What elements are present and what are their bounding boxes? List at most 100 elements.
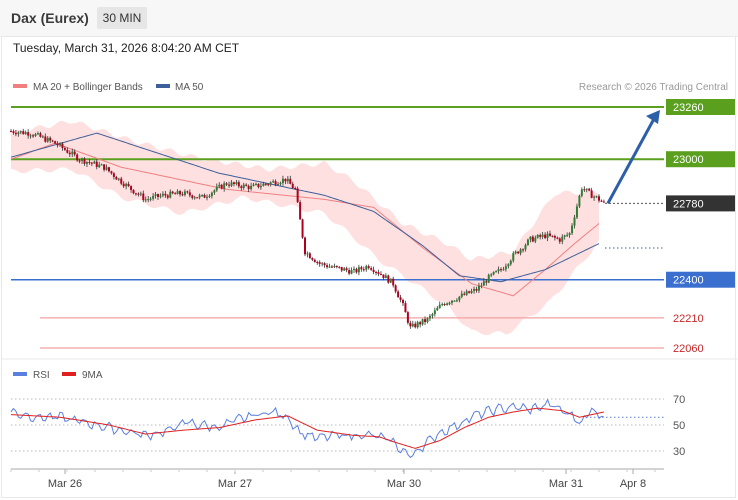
candle-body bbox=[277, 184, 280, 186]
candle-body bbox=[115, 176, 118, 180]
candle-body bbox=[436, 308, 439, 311]
candle bbox=[473, 286, 476, 294]
candle-body bbox=[93, 161, 96, 164]
candle bbox=[377, 269, 380, 277]
candle-body bbox=[225, 183, 228, 185]
candle-body bbox=[365, 266, 368, 270]
candle-body bbox=[458, 296, 461, 301]
candle bbox=[306, 251, 309, 258]
candle-body bbox=[362, 269, 365, 271]
candle-body bbox=[509, 260, 512, 265]
candle-body bbox=[507, 264, 510, 267]
projection-arrow-shaft bbox=[606, 116, 657, 205]
candle-body bbox=[566, 235, 569, 237]
candle bbox=[122, 181, 125, 188]
candle bbox=[237, 180, 240, 189]
candle-body bbox=[152, 195, 155, 199]
x-axis: Mar 26 Mar 27 Mar 30 Mar 31 Apr 8 bbox=[10, 468, 664, 490]
candle-body bbox=[176, 191, 179, 194]
candle-body bbox=[134, 193, 137, 195]
level-labels: 23260 23000 22780 22400 22210 22060 bbox=[666, 99, 735, 355]
candle-body bbox=[502, 269, 505, 271]
candle bbox=[191, 194, 194, 200]
candle-body bbox=[411, 323, 414, 327]
rsi-line bbox=[10, 398, 605, 459]
candle-body bbox=[350, 269, 353, 274]
candle-body bbox=[10, 131, 12, 133]
candle bbox=[323, 262, 326, 268]
candle bbox=[321, 261, 324, 267]
candle-body bbox=[330, 266, 333, 268]
candle-body bbox=[159, 195, 162, 197]
candle bbox=[76, 153, 79, 162]
candle bbox=[12, 129, 15, 135]
candle bbox=[176, 189, 179, 195]
candle-body bbox=[485, 281, 488, 283]
candle-body bbox=[240, 186, 243, 188]
candle bbox=[389, 278, 392, 284]
candle bbox=[335, 265, 338, 269]
candle bbox=[235, 180, 238, 186]
candle-body bbox=[558, 238, 561, 242]
candle bbox=[281, 175, 284, 186]
candle-body bbox=[201, 194, 204, 196]
candle-body bbox=[463, 293, 466, 295]
candle-body bbox=[602, 201, 605, 203]
candle bbox=[103, 163, 106, 172]
candle bbox=[345, 266, 348, 273]
candle bbox=[343, 267, 346, 271]
candle-body bbox=[377, 272, 380, 274]
candle bbox=[41, 135, 44, 139]
candle-body bbox=[338, 266, 341, 268]
candle-body bbox=[563, 235, 566, 237]
candle bbox=[230, 179, 233, 187]
candle-body bbox=[470, 290, 473, 293]
candle-body bbox=[583, 189, 586, 191]
candle-body bbox=[399, 297, 402, 300]
candle bbox=[152, 192, 155, 201]
candle bbox=[433, 307, 436, 317]
candle bbox=[566, 232, 569, 237]
candle bbox=[517, 251, 520, 255]
candle bbox=[588, 187, 591, 192]
candle bbox=[210, 191, 213, 199]
candle bbox=[394, 284, 397, 294]
candle bbox=[357, 264, 360, 276]
candle bbox=[127, 181, 130, 188]
candle-body bbox=[71, 151, 74, 155]
candle-body bbox=[595, 196, 598, 198]
candle-body bbox=[404, 303, 407, 313]
candle bbox=[22, 128, 25, 135]
candle bbox=[487, 273, 490, 284]
timeframe-badge[interactable]: 30 MIN bbox=[97, 7, 147, 29]
candle bbox=[514, 250, 517, 255]
candle-body bbox=[51, 140, 54, 142]
candle bbox=[460, 290, 463, 299]
candle bbox=[201, 194, 204, 197]
candle-body bbox=[110, 171, 113, 174]
rsi-tick-50: 50 bbox=[673, 420, 685, 432]
candle-body bbox=[313, 259, 316, 262]
candle bbox=[206, 194, 208, 201]
candle bbox=[583, 186, 586, 192]
candle-body bbox=[230, 182, 233, 186]
candle bbox=[68, 150, 71, 157]
candle-body bbox=[357, 267, 360, 273]
candle-body bbox=[181, 194, 184, 196]
x-label-4: Apr 8 bbox=[620, 478, 646, 490]
candle bbox=[139, 191, 142, 197]
candle bbox=[568, 232, 571, 238]
candle-body bbox=[539, 235, 542, 237]
candle-body bbox=[14, 132, 17, 135]
candle bbox=[561, 234, 564, 245]
candle-body bbox=[291, 183, 294, 188]
candle bbox=[24, 130, 27, 135]
rsi-ma-legend-label: 9MA bbox=[82, 370, 103, 381]
candle-body bbox=[286, 178, 289, 182]
candle bbox=[580, 187, 583, 198]
candle-body bbox=[130, 186, 133, 190]
candle-body bbox=[416, 322, 419, 328]
candle bbox=[242, 182, 245, 190]
candle-body bbox=[487, 274, 490, 283]
candle-body bbox=[44, 136, 47, 142]
